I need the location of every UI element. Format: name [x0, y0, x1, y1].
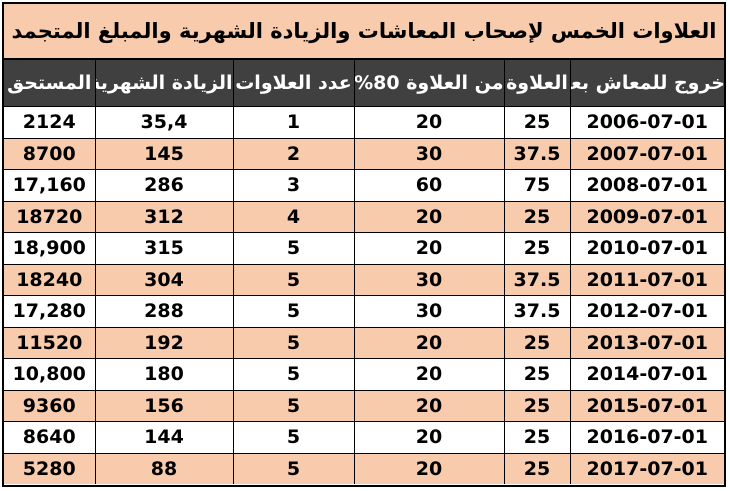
- cell-raise: 37.5: [503, 295, 571, 328]
- cell-raise-80-percent: 60: [353, 169, 505, 202]
- cell-raise-80-percent: 20: [353, 232, 505, 265]
- cell-due-amount: 17,160: [4, 169, 96, 202]
- table-row: 18240 304 5 30 37.5 2011-07-01: [4, 263, 724, 296]
- cell-raise-count: 1: [232, 106, 355, 139]
- header-row: المستحق الزيادة الشهرية عدد العلاوات من …: [4, 60, 724, 107]
- cell-raise-count: 5: [232, 358, 355, 391]
- cell-raise-80-percent: 30: [353, 295, 505, 328]
- cell-due-amount: 17,280: [4, 295, 96, 328]
- table-row: 18,900 315 5 20 25 2010-07-01: [4, 232, 724, 265]
- table-row: 8700 145 2 30 37.5 2007-07-01: [4, 137, 724, 170]
- cell-monthly-increase: 145: [94, 137, 234, 170]
- cell-due-amount: 18,900: [4, 232, 96, 265]
- cell-monthly-increase: 286: [94, 169, 234, 202]
- cell-raise: 25: [503, 358, 571, 391]
- cell-raise-count: 5: [232, 295, 355, 328]
- table-title: العلاوات الخمس لإصحاب المعاشات والزيادة …: [4, 4, 724, 60]
- cell-raise: 75: [503, 169, 571, 202]
- cell-monthly-increase: 180: [94, 358, 234, 391]
- cell-retirement-date: 2015-07-01: [569, 389, 724, 422]
- cell-raise-80-percent: 20: [353, 358, 505, 391]
- cell-raise-count: 5: [232, 326, 355, 359]
- table-row: 11520 192 5 20 25 2013-07-01: [4, 326, 724, 359]
- cell-monthly-increase: 35,4: [94, 106, 234, 139]
- cell-due-amount: 8640: [4, 421, 96, 454]
- cell-retirement-date: 2017-07-01: [569, 452, 724, 484]
- pension-raises-table: المستحق الزيادة الشهرية عدد العلاوات من …: [4, 60, 724, 484]
- table-row: 10,800 180 5 20 25 2014-07-01: [4, 358, 724, 391]
- cell-raise-count: 5: [232, 232, 355, 265]
- cell-raise: 25: [503, 326, 571, 359]
- cell-due-amount: 18720: [4, 200, 96, 233]
- cell-due-amount: 10,800: [4, 358, 96, 391]
- cell-due-amount: 11520: [4, 326, 96, 359]
- table-row: 5280 88 5 20 25 2017-07-01: [4, 452, 724, 484]
- cell-raise-80-percent: 20: [353, 389, 505, 422]
- cell-raise-80-percent: 20: [353, 326, 505, 359]
- cell-monthly-increase: 88: [94, 452, 234, 484]
- header-cell-raise: العلاوة: [503, 60, 571, 107]
- pension-table-frame: العلاوات الخمس لإصحاب المعاشات والزيادة …: [2, 2, 726, 487]
- cell-raise-80-percent: 20: [353, 421, 505, 454]
- cell-monthly-increase: 156: [94, 389, 234, 422]
- cell-raise: 25: [503, 421, 571, 454]
- table-row: 2124 35,4 1 20 25 2006-07-01: [4, 106, 724, 139]
- cell-retirement-date: 2013-07-01: [569, 326, 724, 359]
- cell-retirement-date: 2010-07-01: [569, 232, 724, 265]
- cell-raise-80-percent: 20: [353, 106, 505, 139]
- cell-monthly-increase: 192: [94, 326, 234, 359]
- header-cell-due-amount: المستحق: [4, 60, 96, 107]
- cell-raise-80-percent: 20: [353, 452, 505, 484]
- cell-raise: 25: [503, 452, 571, 484]
- cell-raise-80-percent: 30: [353, 263, 505, 296]
- cell-due-amount: 18240: [4, 263, 96, 296]
- cell-raise: 25: [503, 106, 571, 139]
- header-cell-raise-80-percent: من العلاوة 80%: [353, 60, 505, 107]
- cell-raise-count: 2: [232, 137, 355, 170]
- cell-retirement-date: 2016-07-01: [569, 421, 724, 454]
- cell-due-amount: 2124: [4, 106, 96, 139]
- cell-raise: 25: [503, 200, 571, 233]
- cell-raise: 37.5: [503, 137, 571, 170]
- cell-due-amount: 8700: [4, 137, 96, 170]
- cell-retirement-date: 2012-07-01: [569, 295, 724, 328]
- header-cell-retirement-after: خروج للمعاش بعد: [569, 60, 724, 107]
- cell-monthly-increase: 144: [94, 421, 234, 454]
- table-row: 17,280 288 5 30 37.5 2012-07-01: [4, 295, 724, 328]
- cell-retirement-date: 2008-07-01: [569, 169, 724, 202]
- cell-raise: 25: [503, 232, 571, 265]
- cell-raise-80-percent: 20: [353, 200, 505, 233]
- cell-retirement-date: 2006-07-01: [569, 106, 724, 139]
- cell-raise-count: 5: [232, 421, 355, 454]
- cell-raise-80-percent: 30: [353, 137, 505, 170]
- cell-raise-count: 5: [232, 263, 355, 296]
- cell-raise: 37.5: [503, 263, 571, 296]
- header-cell-monthly-increase: الزيادة الشهرية: [94, 60, 234, 107]
- cell-due-amount: 9360: [4, 389, 96, 422]
- cell-raise-count: 4: [232, 200, 355, 233]
- table-row: 18720 312 4 20 25 2009-07-01: [4, 200, 724, 233]
- cell-retirement-date: 2014-07-01: [569, 358, 724, 391]
- cell-retirement-date: 2011-07-01: [569, 263, 724, 296]
- cell-monthly-increase: 315: [94, 232, 234, 265]
- cell-monthly-increase: 288: [94, 295, 234, 328]
- table-row: 9360 156 5 20 25 2015-07-01: [4, 389, 724, 422]
- cell-retirement-date: 2007-07-01: [569, 137, 724, 170]
- cell-retirement-date: 2009-07-01: [569, 200, 724, 233]
- header-cell-raise-count: عدد العلاوات: [232, 60, 355, 107]
- cell-raise-count: 5: [232, 389, 355, 422]
- cell-monthly-increase: 312: [94, 200, 234, 233]
- table-row: 8640 144 5 20 25 2016-07-01: [4, 421, 724, 454]
- table-row: 17,160 286 3 60 75 2008-07-01: [4, 169, 724, 202]
- cell-raise: 25: [503, 389, 571, 422]
- cell-raise-count: 3: [232, 169, 355, 202]
- cell-due-amount: 5280: [4, 452, 96, 484]
- cell-raise-count: 5: [232, 452, 355, 484]
- cell-monthly-increase: 304: [94, 263, 234, 296]
